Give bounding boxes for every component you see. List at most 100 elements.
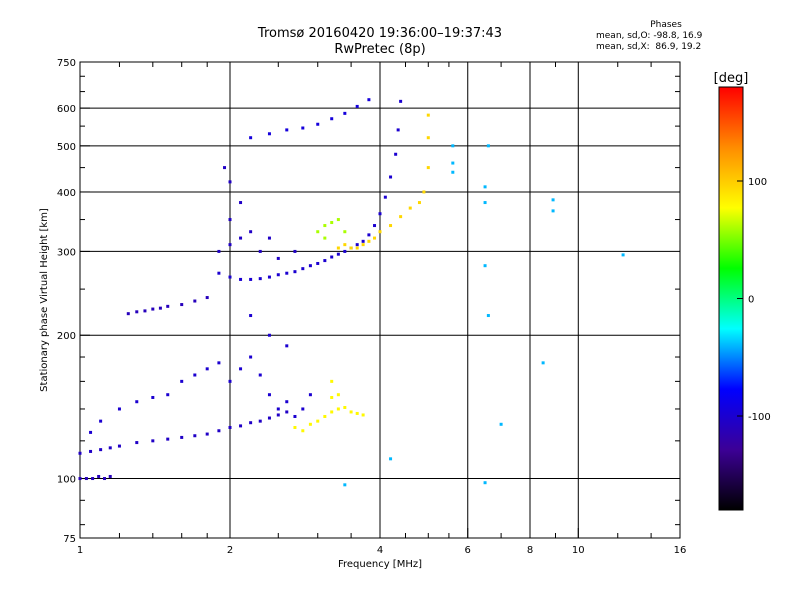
data-point <box>621 253 625 257</box>
data-point <box>323 236 327 240</box>
y-tick-label: 300 <box>57 247 76 258</box>
data-point <box>483 481 487 485</box>
data-point <box>108 474 112 478</box>
data-point <box>267 132 271 136</box>
data-point <box>217 249 221 253</box>
colorbar-tick-label: 0 <box>748 295 754 306</box>
data-point <box>223 166 227 170</box>
data-point <box>276 273 280 277</box>
phase-stats-heading: Phases <box>650 20 682 30</box>
data-point <box>483 264 487 268</box>
data-point <box>367 98 371 102</box>
data-point <box>399 99 403 103</box>
data-point <box>417 201 421 205</box>
data-point <box>355 104 359 108</box>
phase-stats: Phases mean, sd,O: -98.8, 16.9 mean, sd,… <box>596 20 736 53</box>
data-point <box>355 411 359 415</box>
data-point <box>239 367 243 371</box>
data-point <box>135 310 139 314</box>
data-point <box>343 230 347 234</box>
y-tick-label: 75 <box>63 534 76 545</box>
data-point <box>249 277 253 281</box>
x-axis-ticks: 1 2 4 6 8 10 16 <box>77 528 687 556</box>
x-tick-label: 1 <box>77 545 83 556</box>
chart-title-block: Tromsø 20160420 19:36:00–19:37:43 RwPret… <box>230 26 530 58</box>
data-point <box>308 393 312 397</box>
data-point <box>158 306 162 310</box>
data-point <box>355 243 359 247</box>
data-point <box>117 444 121 448</box>
y-tick-label: 500 <box>57 142 76 153</box>
data-point <box>486 144 490 148</box>
data-point <box>180 379 184 383</box>
data-point <box>361 413 365 417</box>
data-point <box>151 439 155 443</box>
data-point <box>205 296 209 300</box>
data-point <box>486 314 490 318</box>
data-point <box>399 215 403 219</box>
data-point <box>217 361 221 365</box>
data-point <box>426 136 430 140</box>
data-point <box>378 230 382 234</box>
data-point <box>99 448 103 452</box>
data-point <box>394 152 398 156</box>
data-point <box>323 224 327 228</box>
data-point <box>355 246 359 250</box>
data-point <box>301 126 305 130</box>
data-point <box>276 407 280 411</box>
data-point <box>89 449 93 453</box>
data-point <box>361 239 365 243</box>
data-point <box>551 198 555 202</box>
data-point <box>193 299 197 303</box>
data-point <box>308 422 312 426</box>
data-point <box>78 477 82 481</box>
data-point <box>389 224 393 228</box>
data-point <box>323 259 327 263</box>
data-point <box>551 209 555 213</box>
data-point <box>308 264 312 268</box>
data-point <box>84 477 88 481</box>
data-point <box>316 261 320 265</box>
data-point <box>451 170 455 174</box>
data-point <box>166 437 170 441</box>
data-point <box>180 435 184 439</box>
data-point <box>293 425 297 429</box>
data-point <box>285 128 289 132</box>
data-point <box>301 407 305 411</box>
data-point <box>361 243 365 247</box>
data-point <box>396 128 400 132</box>
data-point <box>249 355 253 359</box>
data-point <box>483 185 487 189</box>
grid-lines <box>80 62 680 538</box>
data-point <box>249 230 253 234</box>
data-point <box>267 416 271 420</box>
data-point <box>330 379 334 383</box>
x-tick-label: 2 <box>227 545 233 556</box>
data-point <box>349 246 353 250</box>
data-point <box>267 236 271 240</box>
data-point <box>285 400 289 404</box>
data-point <box>228 180 232 184</box>
data-point <box>330 221 334 225</box>
data-point <box>249 314 253 318</box>
data-point <box>166 304 170 308</box>
data-point <box>97 474 101 478</box>
data-point <box>108 446 112 450</box>
data-point <box>239 277 243 281</box>
data-point <box>293 270 297 274</box>
x-tick-label: 16 <box>674 545 687 556</box>
chart-subtitle: RwPretec (8p) <box>334 42 426 57</box>
data-point <box>316 122 320 126</box>
data-point <box>330 395 334 399</box>
data-point <box>451 161 455 165</box>
data-point <box>180 303 184 307</box>
data-point <box>258 373 262 377</box>
data-point <box>228 243 232 247</box>
phase-stats-x: mean, sd,X: 86.9, 19.2 <box>596 42 702 52</box>
data-point <box>383 195 387 199</box>
data-point <box>367 233 371 237</box>
y-tick-label: 400 <box>57 188 76 199</box>
data-point <box>285 410 289 414</box>
data-point <box>316 419 320 423</box>
